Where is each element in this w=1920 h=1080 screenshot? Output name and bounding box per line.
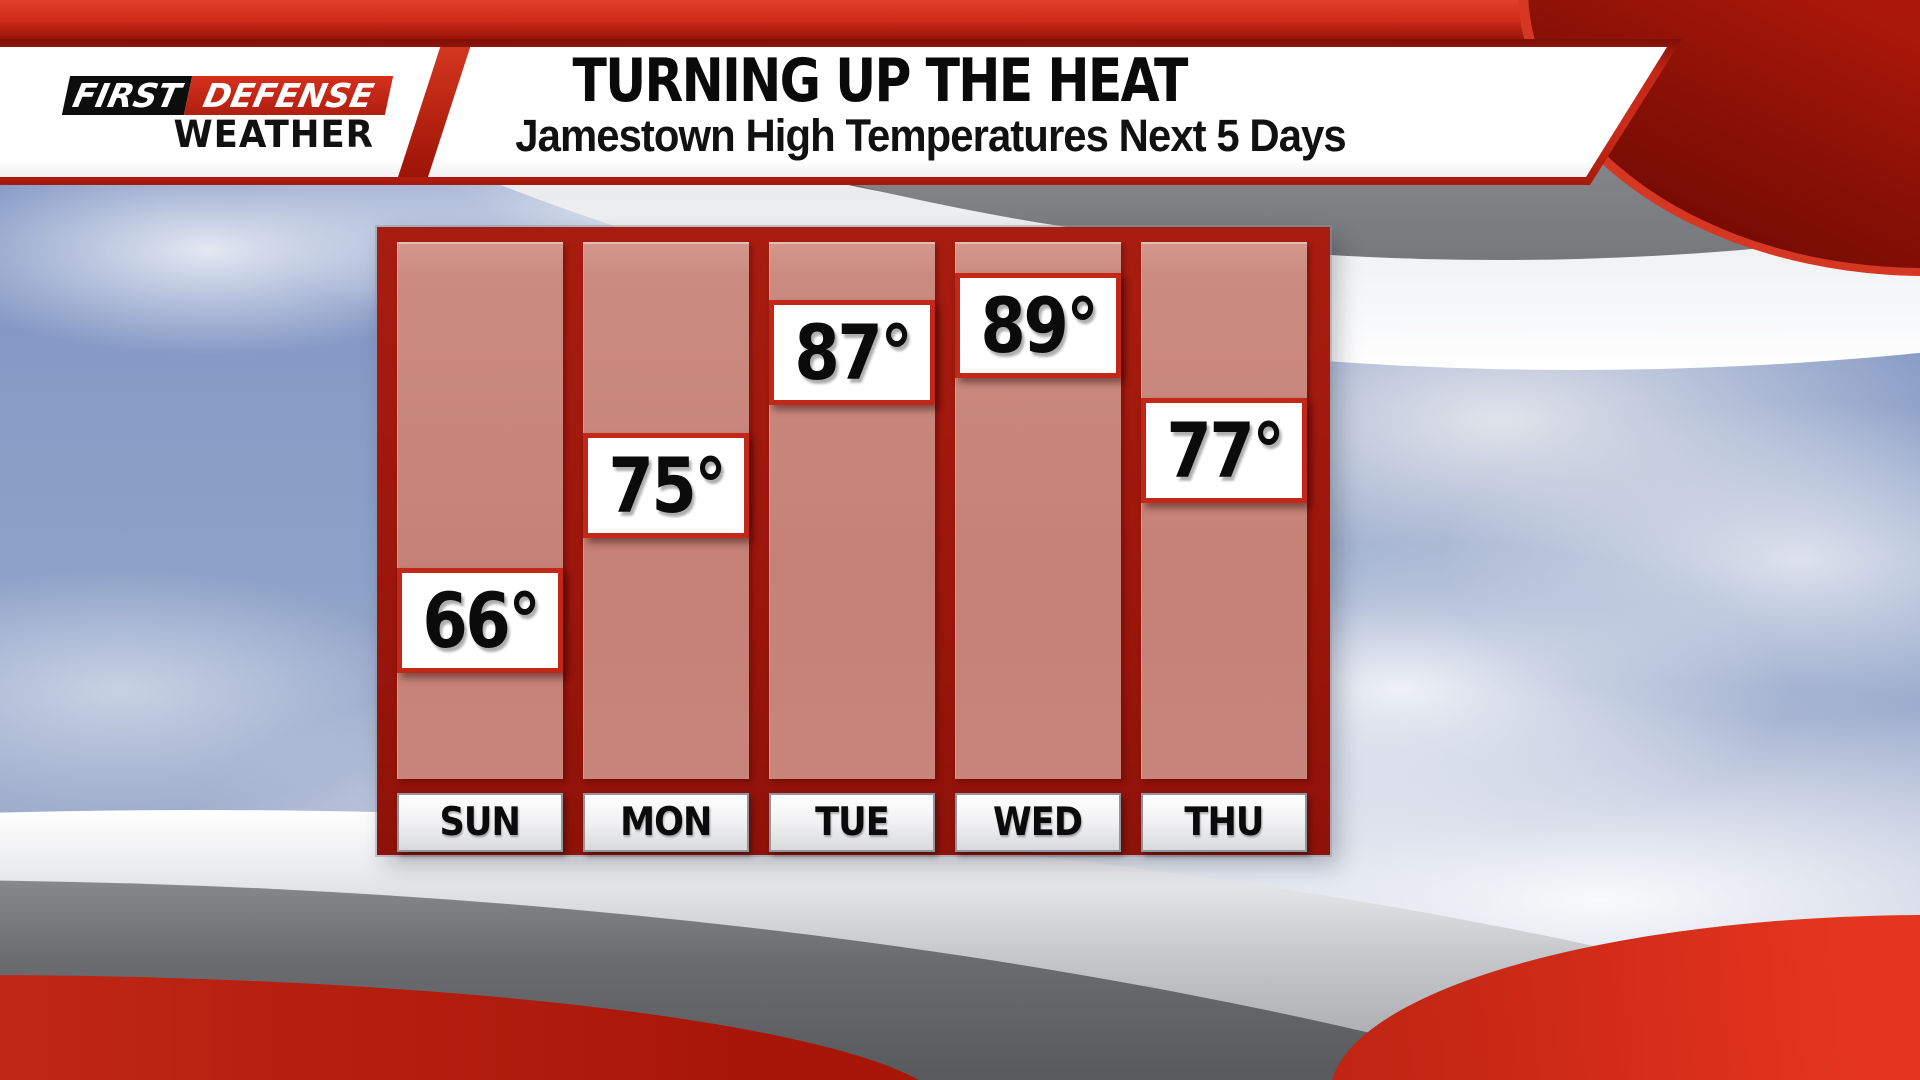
station-logo-first-label: FIRST (69, 76, 185, 115)
day-label-plate-sun: SUN (397, 793, 563, 852)
forecast-column-wed: 89° WED (955, 227, 1121, 855)
day-label-thu: THU (1184, 800, 1264, 845)
day-label-plate-mon: MON (583, 793, 749, 852)
forecast-chart: 66° SUN 75° MON 87° TUE (377, 227, 1330, 855)
temp-value-thu: 77° (1166, 406, 1284, 495)
station-logo-first-box: FIRST (61, 76, 193, 115)
forecast-column-tue: 87° TUE (769, 227, 935, 855)
temp-value-tue: 87° (794, 308, 912, 397)
temp-value-plate-mon: 75° (583, 433, 749, 538)
temp-bar-sun (397, 242, 563, 779)
temp-value-plate-thu: 77° (1141, 398, 1307, 503)
station-logo-defense-box: DEFENSE (183, 76, 394, 115)
forecast-column-mon: 75° MON (583, 227, 749, 855)
header-banner-plate: FIRST DEFENSE WEATHER TURNING UP THE HEA… (0, 47, 1667, 177)
temp-value-plate-sun: 66° (397, 568, 563, 673)
temp-value-sun: 66° (422, 576, 540, 665)
day-label-plate-thu: THU (1141, 793, 1307, 852)
day-label-plate-wed: WED (955, 793, 1121, 852)
day-label-tue: TUE (815, 800, 890, 845)
station-logo-defense-label: DEFENSE (199, 76, 378, 115)
temp-value-plate-tue: 87° (769, 300, 935, 405)
graphic-subtitle: Jamestown High Temperatures Next 5 Days (430, 111, 1430, 161)
station-logo-weather-label: WEATHER (173, 113, 374, 156)
forecast-column-sun: 66° SUN (397, 227, 563, 855)
temp-value-mon: 75° (608, 441, 726, 530)
day-label-wed: WED (993, 800, 1083, 845)
day-label-sun: SUN (439, 800, 521, 845)
forecast-column-thu: 77° THU (1141, 227, 1307, 855)
temp-value-wed: 89° (980, 281, 1098, 370)
graphic-title: TURNING UP THE HEAT (430, 51, 1330, 111)
temp-value-plate-wed: 89° (955, 273, 1121, 378)
graphic-subtitle-text: Jamestown High Temperatures Next 5 Days (514, 110, 1346, 161)
day-label-mon: MON (620, 800, 712, 845)
temp-bar-thu (1141, 242, 1307, 779)
day-label-plate-tue: TUE (769, 793, 935, 852)
graphic-title-text: TURNING UP THE HEAT (572, 46, 1189, 116)
header-banner: FIRST DEFENSE WEATHER TURNING UP THE HEA… (0, 39, 1682, 185)
